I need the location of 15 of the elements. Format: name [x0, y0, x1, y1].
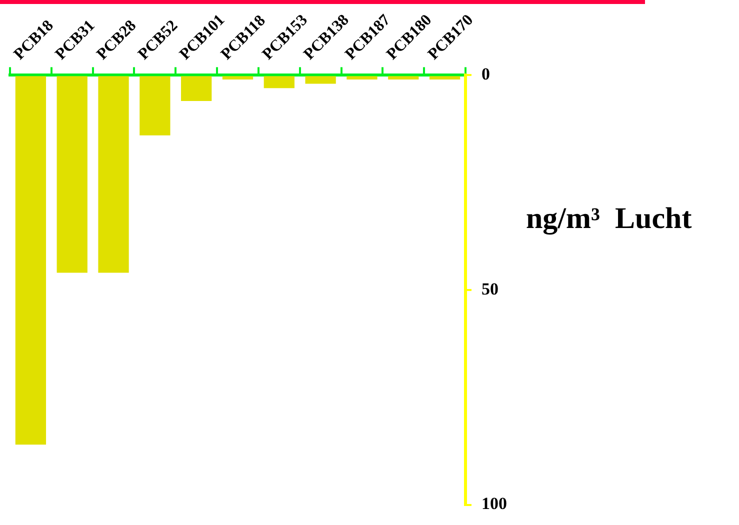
y-tick-label: 50: [482, 279, 498, 298]
bar: [429, 76, 460, 80]
y-tick-label: 100: [482, 494, 507, 514]
bar: [388, 76, 419, 80]
bar: [98, 76, 129, 273]
bar: [15, 76, 46, 445]
y-axis-title: ng/m³ Lucht: [526, 202, 692, 236]
bar: [264, 76, 294, 88]
bar: [305, 76, 336, 84]
bar: [346, 76, 378, 80]
bar: [140, 76, 170, 136]
y-tick-label: 0: [482, 64, 490, 84]
bar: [181, 76, 212, 101]
bar: [222, 76, 254, 80]
bar: [56, 76, 88, 273]
